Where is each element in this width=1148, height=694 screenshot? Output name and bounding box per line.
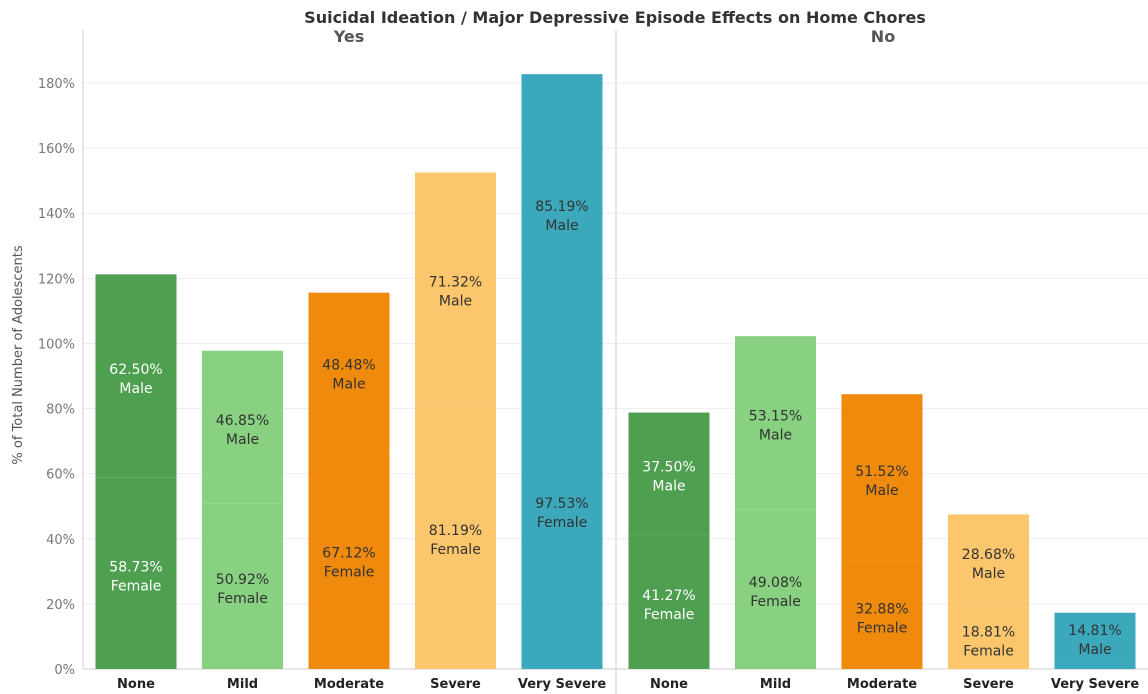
bar-segment-female [521, 351, 603, 669]
bar-value-label-female: 41.27% [642, 588, 695, 604]
bar-segment-female [95, 477, 177, 669]
bar-segment-name-female: Female [111, 578, 162, 594]
bar-segment-name-female: Female [750, 594, 801, 610]
bar-layer [95, 74, 1136, 669]
bar-segment-name-female: Female [644, 607, 695, 623]
bar-segment-name-male: Male [865, 483, 898, 499]
y-tick-label: 180% [38, 77, 75, 92]
x-tick-label: Mild [227, 677, 258, 692]
bar-value-label-male: 85.19% [535, 199, 588, 215]
bar-segment-name-male: Male [652, 479, 685, 495]
bar-segment-name-male: Male [545, 218, 578, 234]
x-tick-label: Very Severe [518, 677, 606, 692]
chart-title: Suicidal Ideation / Major Depressive Epi… [304, 8, 926, 27]
bar-segment-female [1054, 660, 1136, 669]
bar-value-label-female: 81.19% [429, 523, 482, 539]
y-axis-label: % of Total Number of Adolescents [11, 245, 26, 464]
y-tick-label: 0% [54, 663, 75, 678]
bar-segment-name-male: Male [226, 432, 259, 448]
label-layer: Yes 58.73% Female 62.50% Male 50.92% Female 46.… [109, 27, 1121, 659]
bar-segment-male [1054, 612, 1136, 661]
bar-value-label-male: 48.48% [322, 358, 375, 374]
bar-segment-name-male: Male [759, 428, 792, 444]
bar-segment-male [735, 336, 816, 510]
bar-value-label-male: 14.81% [1068, 623, 1121, 639]
bar-value-label-male: 46.85% [216, 413, 269, 429]
x-tick-label: Severe [963, 677, 1014, 692]
y-tick-label: 60% [46, 468, 75, 483]
bar-segment-male [308, 292, 390, 451]
x-tick-label: None [117, 677, 155, 692]
x-tick-label: Moderate [847, 677, 917, 692]
bar-segment-name-female: Female [324, 565, 375, 581]
bar-segment-male [521, 74, 603, 352]
y-tick-label: 40% [46, 533, 75, 548]
bar-segment-male [415, 172, 496, 405]
y-tick-label: 20% [46, 598, 75, 613]
y-tick-label: 80% [46, 403, 75, 418]
bar-segment-name-female: Female [217, 591, 268, 607]
x-tick-label: Very Severe [1051, 677, 1139, 692]
bar-value-label-male: 37.50% [642, 460, 695, 476]
bar-value-label-male: 51.52% [855, 464, 908, 480]
panel-label-no: No [871, 27, 895, 46]
bar-segment-name-female: Female [537, 515, 588, 531]
bar-segment-name-male: Male [332, 377, 365, 393]
bar-segment-name-male: Male [1078, 642, 1111, 658]
x-tick-label: None [650, 677, 688, 692]
bar-value-label-female: 49.08% [749, 575, 802, 591]
bar-segment-name-male: Male [972, 566, 1005, 582]
bar-segment-name-male: Male [439, 294, 472, 310]
bar-value-label-male: 53.15% [749, 409, 802, 425]
bar-segment-female [841, 561, 923, 669]
x-tick-label: Moderate [314, 677, 384, 692]
bar-value-label-female: 32.88% [855, 601, 908, 617]
bar-value-label-male: 28.68% [962, 547, 1015, 563]
bar-value-label-female: 50.92% [216, 572, 269, 588]
y-tick-label: 120% [38, 272, 75, 287]
axis-layer: 0% 20% 40% 60% 80% 100% 120% 140% 160% 180% None Mi… [38, 30, 1148, 694]
bar-value-label-male: 62.50% [109, 362, 162, 378]
y-tick-label: 160% [38, 142, 75, 157]
bar-segment-male [95, 274, 177, 478]
bar-value-label-female: 58.73% [109, 559, 162, 575]
bar-segment-name-female: Female [857, 620, 908, 636]
bar-segment-female [735, 509, 816, 669]
bar-segment-male [948, 514, 1029, 608]
bar-segment-female [202, 503, 283, 669]
panel-label-yes: Yes [333, 27, 365, 46]
y-tick-label: 100% [38, 337, 75, 352]
bar-segment-male [628, 412, 710, 535]
bar-value-label-female: 18.81% [962, 624, 1015, 640]
bar-value-label-female: 97.53% [535, 496, 588, 512]
bar-segment-female [308, 450, 390, 669]
bar-segment-female [948, 607, 1029, 669]
bar-segment-male [202, 350, 283, 504]
bar-segment-name-male: Male [119, 381, 152, 397]
y-tick-label: 140% [38, 207, 75, 222]
bar-segment-name-female: Female [963, 643, 1014, 659]
bar-segment-name-female: Female [430, 542, 481, 558]
bar-value-label-male: 71.32% [429, 275, 482, 291]
bar-segment-female [628, 534, 710, 669]
x-tick-label: Mild [760, 677, 791, 692]
bar-segment-female [415, 404, 496, 669]
x-tick-label: Severe [430, 677, 481, 692]
bar-value-label-female: 67.12% [322, 546, 375, 562]
bar-segment-male [841, 394, 923, 562]
